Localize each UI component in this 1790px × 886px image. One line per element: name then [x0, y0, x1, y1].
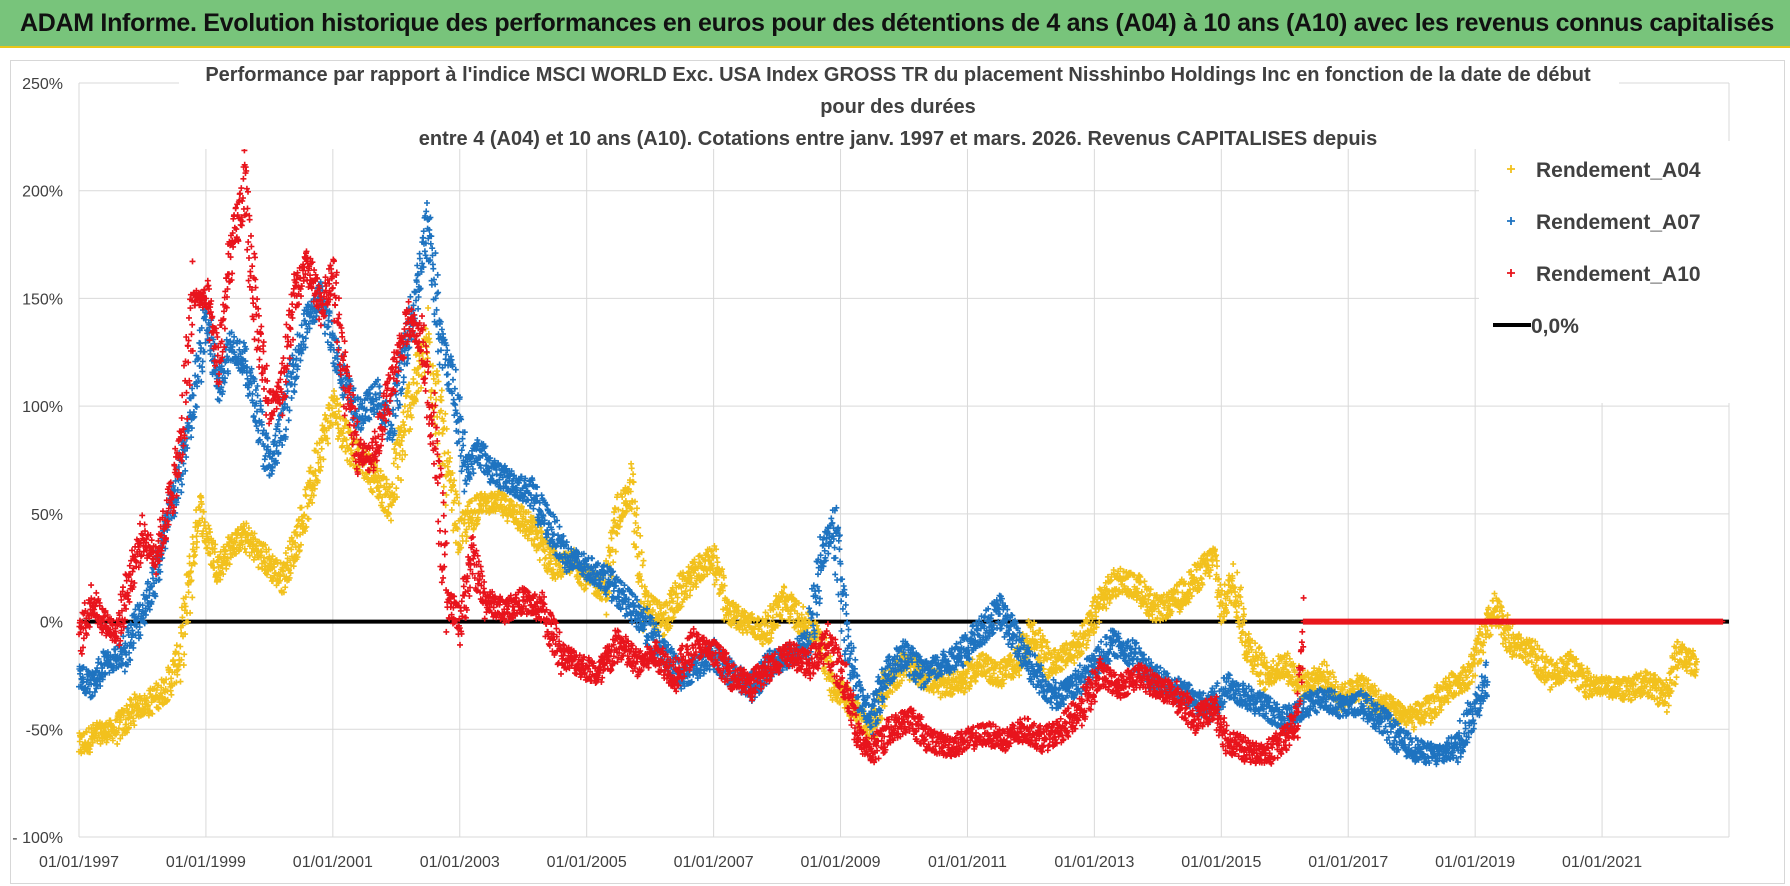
x-tick-label: 01/01/2015 — [1181, 854, 1261, 871]
chart-legend: Rendement_A04 Rendement_A07 Rendement_A10 0… — [1493, 159, 1701, 338]
series-Rendement_A07 — [76, 200, 1491, 768]
x-tick-label: 01/01/2021 — [1562, 854, 1642, 871]
y-axis-ticks: - 100% -50% 0% 50% 100% 150% 200% 250% — [12, 76, 63, 847]
page-banner: ADAM Informe. Evolution historique des p… — [0, 0, 1790, 48]
x-tick-label: 01/01/2013 — [1054, 854, 1134, 871]
chart-title-line: entre 4 (A04) et 10 ans (A10). Cotations… — [419, 128, 1378, 150]
x-tick-label: 01/01/2003 — [420, 854, 500, 871]
y-tick-label: 150% — [22, 291, 63, 308]
gridlines — [78, 82, 1730, 838]
legend-marker-swatch — [1507, 217, 1515, 225]
legend-label: 0,0% — [1531, 315, 1579, 338]
chart-title: Performance par rapport à l'indice MSCI … — [205, 64, 1591, 150]
series-Rendement_A10 — [76, 147, 1726, 767]
x-tick-label: 01/01/2017 — [1308, 854, 1388, 871]
y-tick-label: 100% — [22, 399, 63, 416]
chart-container: - 100% -50% 0% 50% 100% 150% 200% 250% 01/01/19… — [10, 60, 1785, 884]
legend-marker-swatch — [1507, 165, 1515, 173]
chart-title-line: Performance par rapport à l'indice MSCI … — [205, 64, 1591, 86]
y-tick-label: 0% — [40, 615, 63, 632]
chart-title-line: pour des durées — [820, 96, 976, 118]
x-tick-label: 01/01/1999 — [166, 854, 246, 871]
legend-label: Rendement_A10 — [1536, 263, 1701, 286]
legend-label: Rendement_A04 — [1536, 159, 1701, 182]
y-tick-label: - 100% — [12, 830, 63, 847]
y-tick-label: 200% — [22, 184, 63, 201]
legend-item: Rendement_A04 — [1507, 159, 1701, 182]
scatter-chart: - 100% -50% 0% 50% 100% 150% 200% 250% 01/01/19… — [12, 61, 1741, 871]
data-points — [76, 147, 1726, 768]
series-markers — [76, 147, 1726, 767]
y-tick-label: 50% — [31, 507, 63, 524]
x-tick-label: 01/01/2009 — [800, 854, 880, 871]
legend-item: Rendement_A10 — [1507, 263, 1701, 286]
x-tick-label: 01/01/2011 — [928, 854, 1007, 871]
x-tick-label: 01/01/1997 — [39, 854, 119, 871]
legend-marker-swatch — [1507, 269, 1515, 277]
series-markers — [76, 200, 1491, 768]
legend-label: Rendement_A07 — [1536, 211, 1701, 234]
legend-background — [1479, 141, 1741, 403]
legend-item: Rendement_A07 — [1507, 211, 1701, 234]
x-tick-label: 01/01/2019 — [1435, 854, 1515, 871]
legend-item: 0,0% — [1493, 315, 1579, 338]
y-tick-label: 250% — [22, 76, 63, 93]
title-background — [179, 61, 1619, 149]
x-tick-label: 01/01/2005 — [547, 854, 627, 871]
x-tick-label: 01/01/2007 — [674, 854, 754, 871]
x-tick-label: 01/01/2001 — [293, 854, 373, 871]
x-axis-ticks: 01/01/1997 01/01/1999 01/01/2001 01/01/2003… — [39, 854, 1642, 871]
y-tick-label: -50% — [26, 722, 63, 739]
